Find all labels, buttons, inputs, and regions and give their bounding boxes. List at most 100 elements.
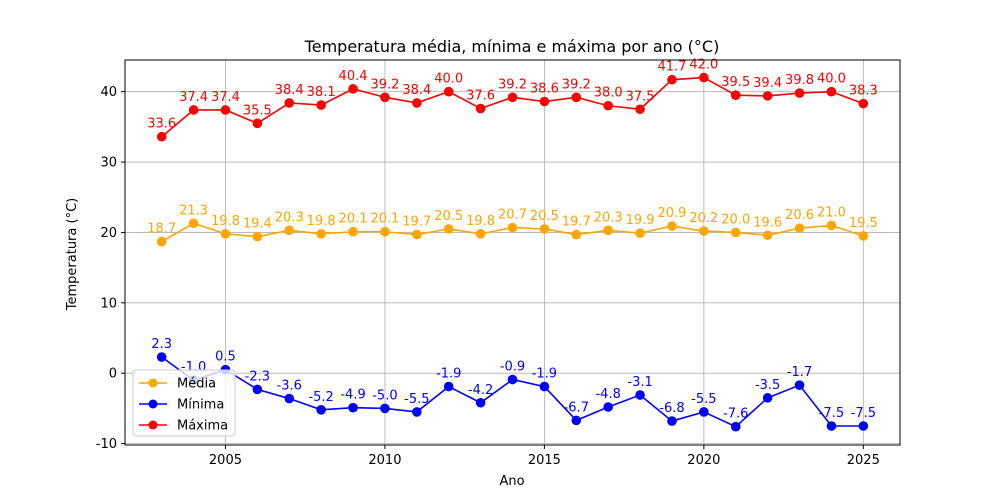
data-label: 39.2 (562, 77, 591, 92)
legend-label: Mínima (177, 398, 224, 413)
data-label: 39.2 (370, 77, 399, 92)
x-axis-label: Ano (499, 474, 524, 489)
data-point (794, 380, 805, 390)
data-point (539, 96, 550, 107)
y-tick-label: -10 (96, 437, 117, 452)
data-label: 0.5 (215, 350, 236, 365)
data-point (348, 226, 358, 237)
data-point (571, 415, 582, 426)
data-label: -3.6 (277, 379, 302, 394)
x-tick-label: 2010 (368, 453, 401, 468)
data-label: -4.2 (468, 383, 493, 398)
data-label: 20.6 (785, 208, 814, 223)
legend-box (132, 369, 236, 437)
legend-label: Média (177, 377, 216, 392)
data-label: 2.3 (151, 337, 172, 352)
data-label: -5.2 (308, 390, 333, 405)
chart-title: Temperatura média, mínima e máxima por a… (304, 37, 720, 56)
legend-marker (148, 378, 158, 388)
data-label: 39.2 (498, 77, 527, 92)
data-label: 35.5 (243, 103, 272, 118)
data-label: 19.8 (307, 214, 336, 229)
data-point (156, 131, 167, 142)
data-point (475, 103, 486, 114)
data-point (348, 402, 358, 413)
data-label: 38.0 (594, 86, 623, 101)
data-label: -7.5 (851, 406, 876, 421)
data-label: 19.7 (562, 215, 591, 230)
data-label: 38.4 (402, 83, 431, 98)
data-label: 38.1 (307, 85, 336, 100)
data-point (794, 88, 805, 98)
data-label: 40.0 (434, 72, 463, 87)
data-label: 19.7 (402, 215, 431, 230)
data-label: 20.2 (689, 211, 718, 226)
data-point (635, 390, 645, 400)
y-axis-label: Temperatura (°C) (65, 198, 80, 311)
data-point (507, 92, 518, 103)
legend-item: Média (139, 377, 216, 392)
data-label: -5.5 (404, 392, 429, 407)
data-point (220, 229, 231, 239)
data-label: 19.8 (211, 214, 240, 229)
data-point (443, 224, 454, 234)
data-point (826, 86, 837, 97)
y-tick-label: 30 (100, 156, 117, 171)
data-label: 19.8 (466, 214, 495, 229)
data-point (156, 236, 167, 247)
data-point (603, 225, 613, 236)
data-point (762, 91, 773, 101)
data-label: 39.4 (753, 76, 782, 91)
x-tick-label: 2025 (847, 453, 880, 468)
data-label: 38.6 (530, 82, 559, 97)
series-layer (156, 72, 869, 432)
data-point (443, 381, 454, 392)
data-labels: 18.721.319.8 19.4 20.3 19.8 20.1 20.1 19.7 20.5… (147, 58, 878, 422)
series-2 (156, 352, 869, 432)
data-label: 21.0 (817, 205, 846, 220)
data-point (475, 229, 486, 239)
data-label: 21.3 (179, 203, 208, 218)
y-tick-label: 20 (100, 226, 117, 241)
data-label: 20.9 (657, 206, 686, 221)
data-point (412, 229, 422, 240)
data-label: -6.7 (564, 400, 589, 415)
data-point (443, 86, 454, 97)
data-label: -3.1 (627, 375, 652, 390)
data-point (412, 98, 422, 108)
data-label: 19.5 (849, 216, 878, 231)
data-label: -1.7 (787, 365, 812, 380)
y-tick-label: 40 (100, 85, 117, 100)
data-point (284, 225, 295, 236)
data-point (539, 381, 550, 392)
data-point (220, 105, 231, 115)
x-tick-label: 2005 (209, 453, 242, 468)
data-point (699, 72, 709, 83)
data-label: 20.1 (339, 212, 368, 227)
legend-item: Mínima (139, 398, 224, 413)
data-label: -5.0 (372, 388, 397, 403)
x-tick-label: 2020 (687, 453, 720, 468)
data-label: 20.5 (434, 209, 463, 224)
data-point (188, 218, 199, 229)
legend-marker (148, 420, 158, 430)
data-point (284, 393, 295, 404)
data-point (380, 403, 390, 414)
data-point (252, 384, 263, 395)
data-point (667, 74, 677, 85)
data-point (571, 229, 582, 240)
data-point (667, 221, 677, 231)
data-label: 37.6 (466, 89, 495, 104)
data-label: 40.0 (817, 72, 846, 87)
data-label: 33.6 (147, 117, 176, 132)
data-point (603, 100, 613, 111)
data-point (507, 374, 518, 385)
data-label: 20.5 (530, 209, 559, 224)
legend-marker (148, 399, 158, 409)
data-label: 20.7 (498, 208, 527, 223)
data-label: 20.3 (275, 210, 304, 225)
data-label: 19.4 (243, 217, 272, 232)
data-point (316, 100, 326, 110)
data-point (539, 224, 550, 234)
data-label: 37.5 (626, 89, 655, 104)
